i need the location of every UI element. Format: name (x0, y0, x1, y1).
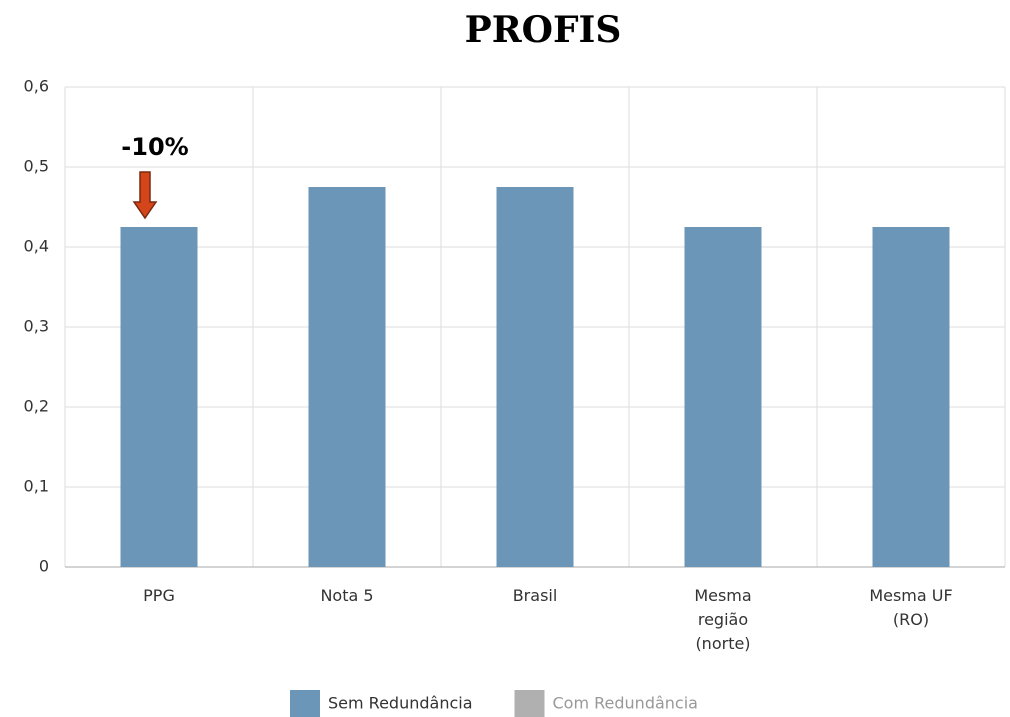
y-tick-label: 0,5 (24, 157, 49, 176)
x-tick-label: Mesma região (norte) (694, 586, 752, 653)
y-tick-label: 0 (39, 557, 49, 576)
legend-swatch (514, 690, 545, 717)
y-tick-label: 0,2 (24, 397, 49, 416)
annotation: -10% (121, 133, 188, 161)
y-tick-label: 0,4 (24, 237, 49, 256)
legend-swatch (290, 690, 320, 717)
bar (308, 187, 386, 567)
chart-title: PROFIS (465, 9, 622, 51)
x-tick-label: Nota 5 (320, 586, 374, 605)
bar (684, 227, 762, 567)
bar (120, 227, 198, 567)
legend-label: Com Redundância (553, 694, 698, 713)
y-tick-label: 0,3 (24, 317, 49, 336)
bar (872, 227, 950, 567)
x-tick-label: Mesma UF (RO) (869, 586, 953, 629)
bar (496, 187, 574, 567)
x-tick-label: PPG (143, 586, 175, 605)
annotation-arrow (132, 171, 158, 220)
x-tick-label: Brasil (512, 586, 558, 605)
legend-label: Sem Redundância (328, 694, 473, 713)
y-tick-label: 0,6 (24, 77, 49, 96)
y-tick-label: 0,1 (24, 477, 49, 496)
